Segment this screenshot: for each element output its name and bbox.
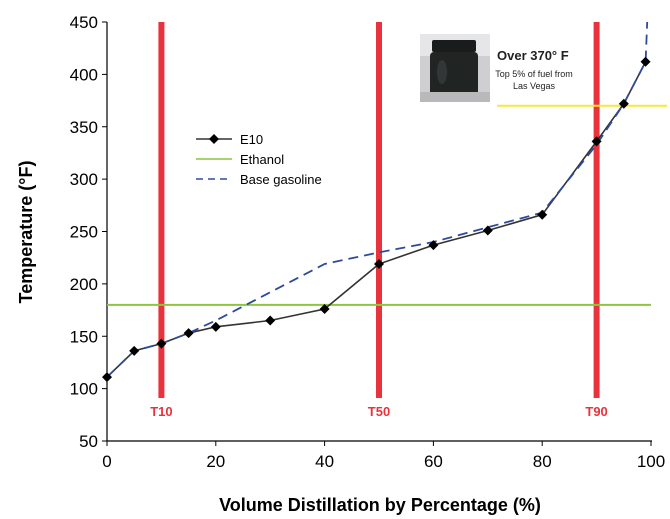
annotation-line-2: Las Vegas: [513, 81, 556, 91]
e10-point: [129, 345, 140, 356]
legend-marker-e10: [209, 134, 219, 144]
y-axis-title: Temperature (°F): [16, 161, 36, 304]
x-tick-label: 40: [315, 452, 334, 471]
annotation-title: Over 370° F: [497, 48, 569, 63]
e10-point: [183, 328, 194, 339]
series-markers: [102, 56, 651, 383]
y-tick-label: 150: [70, 327, 98, 346]
e10-point: [374, 258, 384, 269]
x-tick-label: 100: [637, 452, 665, 471]
e10-point: [591, 136, 602, 147]
horizontal-lines: [107, 104, 667, 306]
reference-label-t90: T90: [585, 404, 607, 419]
y-tick-label: 400: [70, 65, 98, 84]
annotation-line-1: Top 5% of fuel from: [495, 69, 573, 79]
y-tick-label: 250: [70, 223, 98, 242]
x-tick-label: 0: [102, 452, 111, 471]
y-tick-label: 350: [70, 118, 98, 137]
e10-point: [537, 209, 548, 220]
e10-point: [640, 56, 651, 67]
e10-point: [482, 225, 493, 236]
reference-lines: T10 T50 T90: [150, 22, 608, 419]
x-ticks: 0 20 40 60 80 100: [102, 441, 665, 471]
y-tick-label: 300: [70, 170, 98, 189]
y-tick-label: 200: [70, 275, 98, 294]
x-tick-label: 20: [206, 452, 225, 471]
e10-point: [102, 372, 112, 383]
y-tick-label: 50: [79, 432, 98, 451]
x-tick-label: 60: [424, 452, 443, 471]
reference-label-t10: T10: [150, 404, 172, 419]
e10-point: [319, 304, 330, 315]
x-axis-title: Volume Distillation by Percentage (%): [219, 495, 541, 515]
x-tick-label: 80: [533, 452, 552, 471]
e10-point: [156, 338, 167, 349]
legend-label-base-gasoline: Base gasoline: [240, 172, 322, 187]
legend-label-ethanol: Ethanol: [240, 152, 284, 167]
y-tick-label: 450: [70, 13, 98, 32]
y-tick-label: 100: [70, 380, 98, 399]
legend: E10 Ethanol Base gasoline: [196, 132, 322, 187]
e10-point: [618, 98, 629, 109]
e10-point: [265, 315, 276, 326]
annotation: Over 370° F Top 5% of fuel from Las Vega…: [420, 34, 573, 102]
jar-of-dark-fuel-photo: [420, 34, 490, 102]
y-ticks: 50 100 150 200 250 300 350 400 450: [70, 13, 107, 451]
reference-label-t50: T50: [368, 404, 390, 419]
series-lines: [106, 21, 649, 378]
e10-point: [428, 240, 439, 251]
legend-label-e10: E10: [240, 132, 263, 147]
e10-point: [210, 321, 221, 332]
